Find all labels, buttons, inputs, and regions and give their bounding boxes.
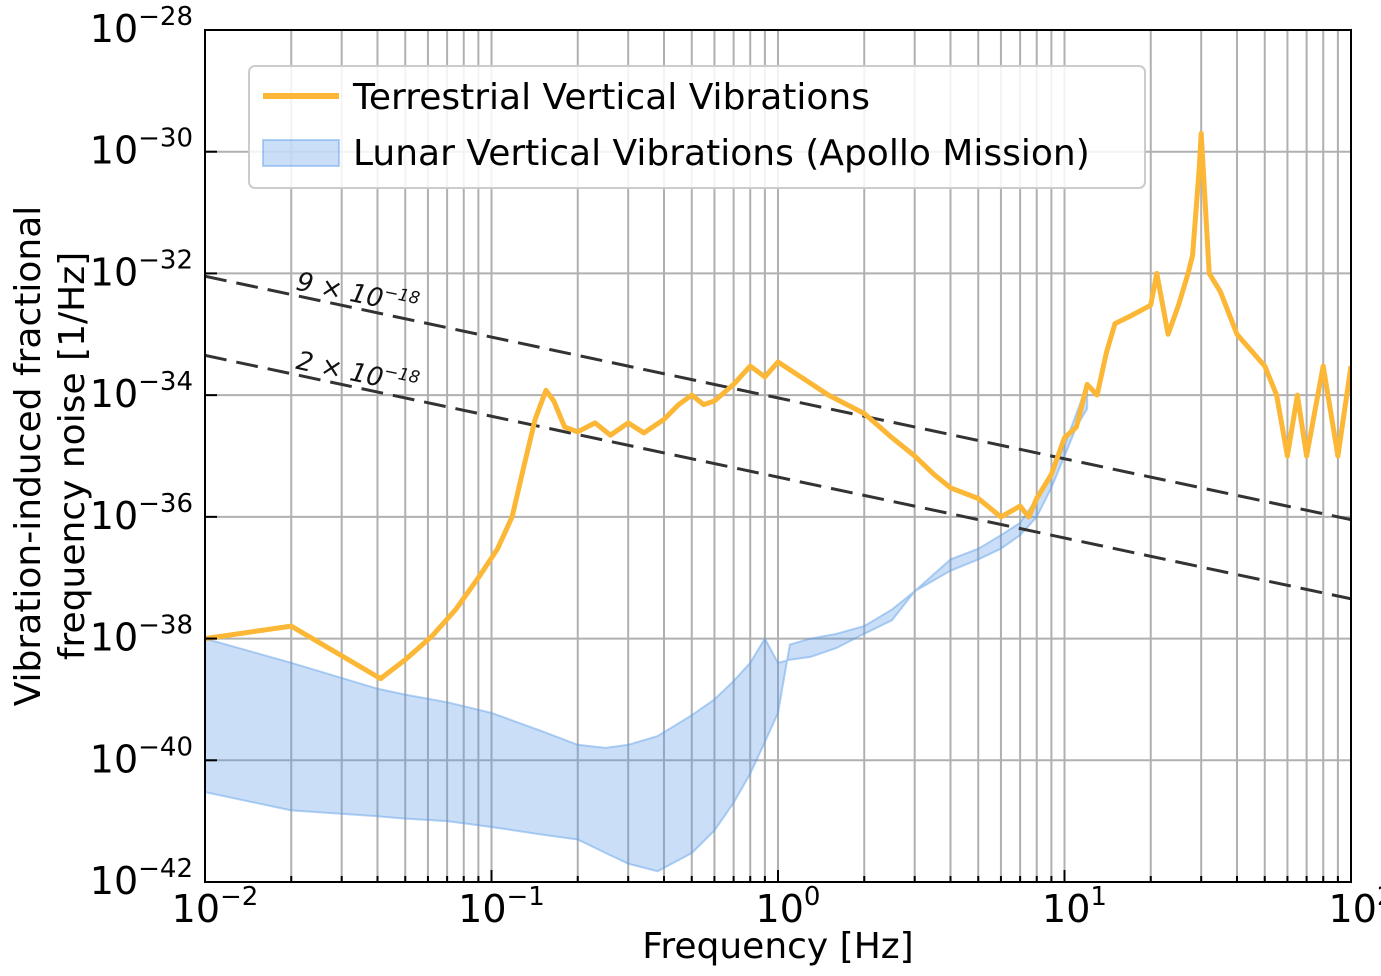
x-axis-label: Frequency [Hz] <box>642 926 913 967</box>
x-tick-label: 100 <box>756 882 821 931</box>
y-tick-label: 10−42 <box>90 854 193 903</box>
tick-labels: 10−2 10−1 100 101 102 10−28 10−30 10−32 10−34 10−… <box>90 2 1381 931</box>
y-tick-label: 10−36 <box>90 489 193 538</box>
band-layer <box>205 384 1089 873</box>
legend-label-lunar: Lunar Vertical Vibrations (Apollo Missio… <box>353 133 1090 174</box>
x-tick-label: 101 <box>1042 882 1107 931</box>
y-tick-label: 10−40 <box>90 732 193 781</box>
legend-band-swatch <box>262 139 340 167</box>
x-tick-label: 102 <box>1329 882 1381 931</box>
terrestrial-vibration-line <box>205 130 1351 682</box>
tick-layer <box>204 29 1352 883</box>
series-line-layer <box>205 130 1351 682</box>
x-tick-label: 10−2 <box>172 882 259 931</box>
y-axis-label-line2: frequency noise [1/Hz] <box>52 252 93 660</box>
y-tick-label: 10−32 <box>90 245 193 294</box>
x-tick-label: 10−1 <box>458 882 545 931</box>
y-tick-label: 10−28 <box>90 2 193 51</box>
reference-line <box>205 274 1351 522</box>
y-axis-label-line1: Vibration-induced fractional <box>8 206 49 707</box>
legend-box <box>248 65 1146 189</box>
reference-line-layer <box>205 274 1351 601</box>
lunar-vibration-band <box>205 384 1089 873</box>
y-tick-label: 10−34 <box>90 367 193 416</box>
y-tick-label: 10−30 <box>90 124 193 173</box>
legend: Terrestrial Vertical Vibrations Lunar Ve… <box>248 65 1146 189</box>
legend-label-terrestrial: Terrestrial Vertical Vibrations <box>352 77 870 118</box>
reference-line <box>205 353 1351 601</box>
y-tick-label: 10−38 <box>90 611 193 660</box>
